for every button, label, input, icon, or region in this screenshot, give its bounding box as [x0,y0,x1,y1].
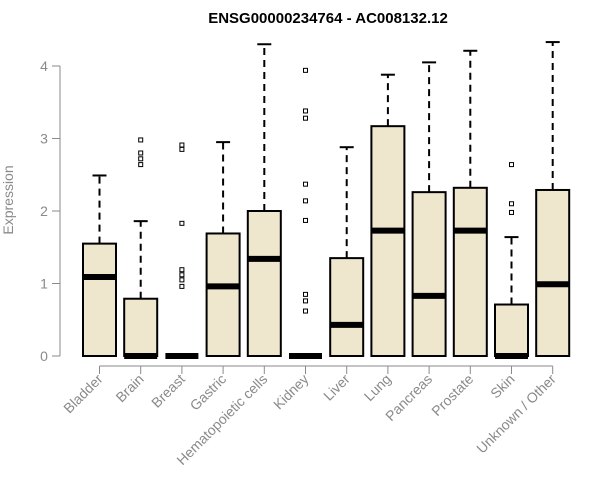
outlier-point [179,142,185,148]
box-group [411,61,447,357]
box [82,242,117,357]
outlier-point [138,162,144,168]
x-tick-label: Skin [487,371,518,402]
outlier-point [509,209,514,215]
box-group [370,73,406,357]
box [246,210,282,357]
outlier-point [303,308,308,314]
outlier-point [179,146,185,152]
outlier-point [179,283,185,289]
boxes-layer [82,41,571,359]
outlier-point [138,156,144,162]
y-tick-label: 1 [40,276,48,292]
outlier-point [303,298,308,304]
outlier-point [509,201,514,207]
outlier-point [303,115,308,121]
y-axis: 0 1 2 3 4 [40,58,61,364]
box [205,232,241,358]
box-group [82,174,117,357]
box-group [123,137,159,359]
outlier-point [303,108,308,114]
x-tick-label: Brain [112,371,146,405]
box-group [165,142,199,359]
box-group [494,162,529,359]
chart-title: ENSG00000234764 - AC008132.12 [208,10,448,27]
box [452,186,488,357]
outlier-point [179,272,185,278]
y-tick-label: 2 [40,203,48,219]
x-tick-label: Breast [148,371,188,411]
outlier-point [303,217,308,223]
box-group [535,41,571,357]
outlier-point [303,291,308,297]
outlier-point [303,67,308,73]
y-tick-label: 4 [40,58,48,74]
box [329,257,365,357]
box [123,297,159,358]
box-group [246,43,282,357]
outlier-point [179,220,185,226]
box [494,303,529,357]
y-axis-label: Expression [0,165,16,234]
box [535,188,571,357]
box-group [452,49,488,357]
outlier-point [303,198,308,204]
y-tick-label: 0 [40,348,48,364]
outlier-point [303,181,308,187]
x-tick-label: Prostate [428,371,476,419]
x-tick-label: Kidney [270,371,312,413]
outlier-point [138,150,144,156]
y-tick-label: 3 [40,131,48,147]
outlier-point [509,162,514,168]
box [370,125,406,357]
x-tick-label: Lung [361,371,394,404]
outlier-point [179,267,185,273]
outlier-point [138,137,144,143]
box-group [329,146,365,357]
outlier-point [179,277,185,283]
box-group [289,67,322,359]
x-tick-label: Bladder [60,371,106,417]
box-group [205,141,241,358]
box [411,191,447,357]
x-tick-label: Liver [320,371,353,404]
